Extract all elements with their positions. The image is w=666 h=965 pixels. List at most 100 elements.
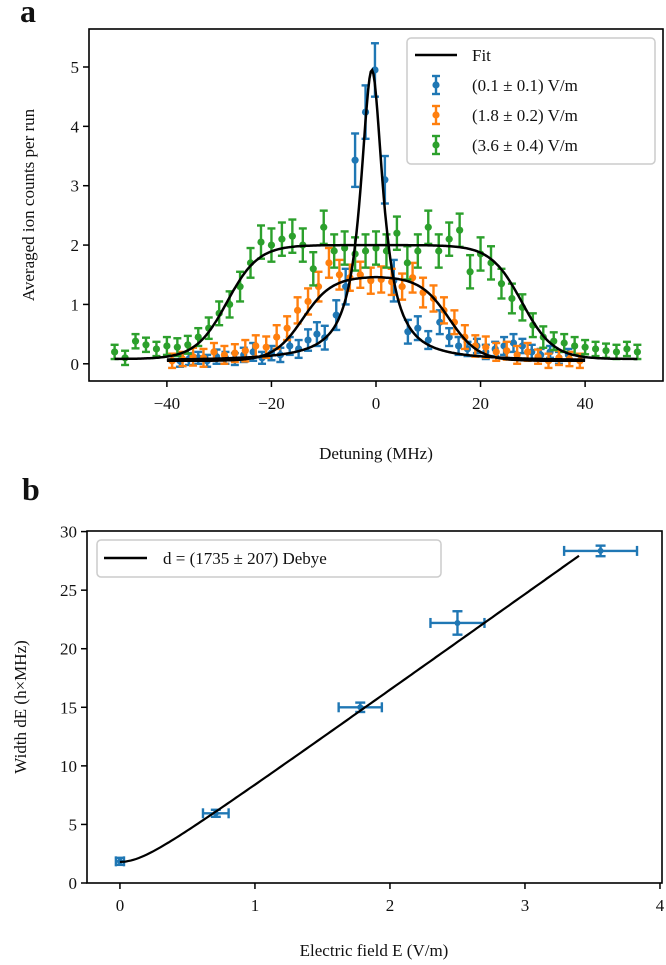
- data-point: [111, 348, 119, 356]
- data-point: [320, 223, 328, 231]
- plot-frame: [86, 530, 663, 884]
- data-point: [560, 339, 568, 347]
- legend-a: Fit (0.1 ± 0.1) V/m (1.8 ± 0.2) V/m (3.6…: [406, 37, 656, 165]
- panel-label-a: a: [20, 0, 36, 29]
- data-point: [508, 294, 516, 303]
- data-point: [304, 297, 312, 306]
- x-tick-label: 20: [472, 394, 489, 413]
- y-tick-label: 2: [71, 236, 80, 255]
- data-point: [356, 271, 364, 279]
- legend-marker-icon: [432, 141, 440, 149]
- y-axis-label-b: Width dE (h×MHz): [11, 640, 30, 774]
- x-axis-label-a: Detuning (MHz): [319, 444, 433, 463]
- data-point: [591, 345, 600, 353]
- data-point: [273, 333, 281, 341]
- data-point: [262, 343, 270, 351]
- legend-box: [96, 539, 442, 578]
- y-tick-label: 1: [71, 295, 80, 314]
- data-point: [332, 311, 340, 319]
- data-point: [313, 330, 321, 338]
- data-point: [220, 351, 228, 359]
- legend-b: d = (1735 ± 207) Debye: [96, 539, 442, 578]
- data-point: [456, 226, 464, 234]
- data-point: [633, 348, 641, 356]
- y-tick-label: 30: [60, 523, 77, 542]
- y-tick-label: 15: [60, 698, 77, 717]
- fit-curve-blue: [166, 67, 586, 361]
- fit-curve: [119, 554, 580, 863]
- y-tick-label: 20: [60, 640, 77, 659]
- data-point: [330, 247, 338, 255]
- data-point: [513, 351, 521, 359]
- data-point: [424, 223, 432, 231]
- x-tick-label: 40: [577, 394, 594, 413]
- fit-curve-orange: [166, 275, 586, 363]
- x-tick-label: 2: [386, 896, 395, 915]
- data-point: [524, 348, 532, 356]
- data-point: [335, 271, 344, 279]
- legend-box: [406, 37, 656, 165]
- data-point: [623, 345, 631, 353]
- panel-label-b: b: [22, 471, 40, 507]
- data-point: [194, 333, 202, 341]
- y-tick-label: 4: [71, 117, 80, 136]
- data-point: [309, 265, 317, 273]
- data-point: [454, 619, 461, 626]
- plot-frame: [88, 28, 664, 382]
- data-point: [173, 343, 181, 351]
- series-orange: [168, 246, 584, 370]
- series-green: [110, 209, 642, 367]
- data-point: [283, 324, 291, 332]
- data-point: [367, 277, 375, 285]
- data-point: [414, 324, 422, 332]
- data-point: [286, 342, 294, 350]
- y-tick-label: 5: [69, 815, 78, 834]
- data-point: [414, 247, 422, 255]
- data-point: [325, 259, 333, 267]
- y-tick-label: 0: [69, 874, 78, 893]
- x-tick-label: 0: [116, 896, 125, 915]
- data-point: [581, 343, 589, 351]
- data-point: [142, 341, 150, 349]
- y-tick-label: 3: [71, 177, 80, 196]
- legend-marker-icon: [432, 81, 440, 89]
- x-tick-label: −20: [258, 394, 285, 413]
- data-point: [152, 345, 161, 353]
- y-tick-label: 10: [60, 757, 77, 776]
- data-point: [497, 280, 506, 288]
- legend-label-green: (3.6 ± 0.4) V/m: [472, 136, 578, 155]
- data-point: [293, 306, 302, 314]
- data-point: [454, 342, 463, 350]
- fit-curve-green: [114, 243, 638, 361]
- legend-label-fit: d = (1735 ± 207) Debye: [163, 549, 327, 568]
- data-point: [163, 342, 171, 350]
- data-point: [241, 347, 249, 355]
- data-point: [252, 342, 260, 350]
- data-point: [210, 348, 218, 356]
- y-tick-label: 5: [71, 58, 80, 77]
- legend-label-blue: (0.1 ± 0.1) V/m: [472, 76, 578, 95]
- x-axis-label-b: Electric field E (V/m): [300, 941, 449, 960]
- data-point: [571, 342, 579, 350]
- data-point: [304, 336, 312, 344]
- data-point: [231, 349, 239, 357]
- data-point: [445, 235, 453, 243]
- data-point: [361, 247, 370, 255]
- data-point: [435, 247, 443, 255]
- data-point: [424, 336, 432, 344]
- data-point: [404, 328, 412, 336]
- data-point: [184, 341, 192, 349]
- legend-label-orange: (1.8 ± 0.2) V/m: [472, 106, 578, 125]
- chart-b: 0 1 2 3 4 0 5 10 15 20 25 30: [60, 523, 665, 915]
- data-point: [612, 348, 621, 356]
- data-point: [288, 232, 296, 240]
- data-point: [503, 347, 511, 355]
- data-point: [131, 337, 140, 345]
- x-tick-label: 4: [656, 896, 665, 915]
- data-point: [351, 156, 359, 164]
- data-point: [466, 268, 474, 276]
- data-point: [602, 347, 610, 355]
- data-point: [597, 547, 604, 554]
- legend-label-fit: Fit: [472, 46, 491, 65]
